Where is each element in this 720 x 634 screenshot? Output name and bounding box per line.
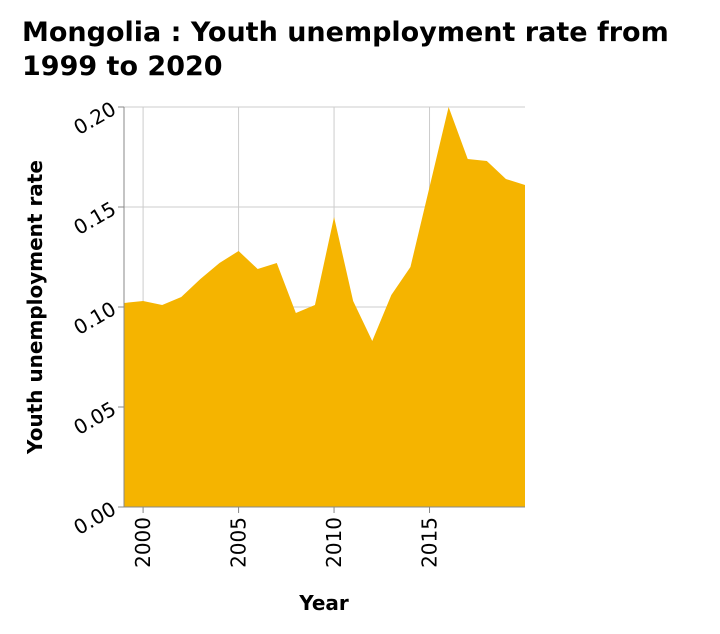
y-axis-ticks: 0.00 0.05 0.10 0.15 0.20 — [69, 97, 124, 540]
x-tick-label: 2005 — [227, 517, 251, 568]
y-axis-label: Youth unemployment rate — [23, 160, 47, 455]
x-axis-label: Year — [298, 591, 349, 615]
y-tick-label: 0.10 — [69, 297, 120, 340]
y-tick-label: 0.20 — [69, 97, 120, 140]
y-tick-label: 0.00 — [69, 497, 120, 540]
area-series — [124, 107, 525, 507]
chart-title: Mongolia : Youth unemployment rate from … — [22, 17, 669, 82]
y-tick-label: 0.15 — [69, 197, 120, 240]
x-tick-label: 2015 — [418, 517, 442, 568]
x-axis-ticks: 2000 2005 2010 2015 — [131, 507, 442, 568]
x-tick-label: 2010 — [322, 517, 346, 568]
x-tick-label: 2000 — [131, 517, 155, 568]
y-tick-label: 0.05 — [69, 397, 120, 440]
